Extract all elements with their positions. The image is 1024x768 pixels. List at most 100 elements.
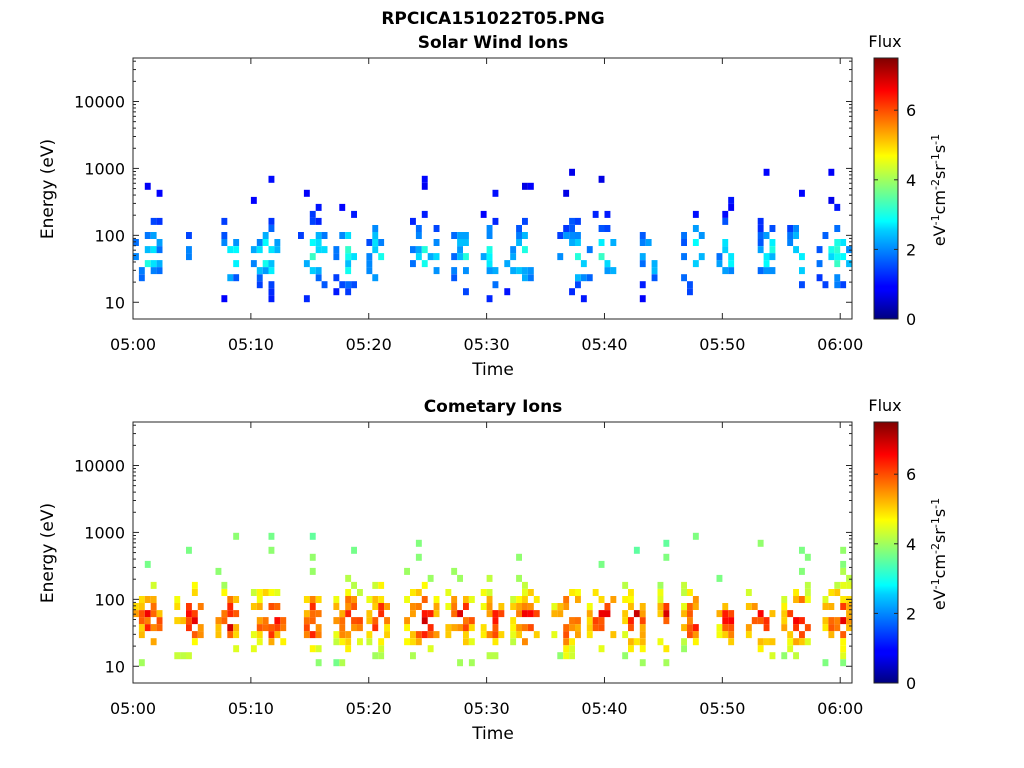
heatmap-cell [840,596,847,603]
heatmap-cell [351,281,357,289]
heatmap-cell [557,652,564,660]
heatmap-cell [598,175,605,183]
heatmap-cell [840,659,847,667]
heatmap-cell [804,589,811,596]
heatmap-cell [186,610,192,618]
y-axis: 10 100 1000 10000 [74,60,852,312]
heatmap-cell [427,574,434,582]
heatmap-cell [781,596,788,603]
heatmap-cell [227,631,234,639]
heatmap-cell [681,239,687,246]
heatmap-cell [221,295,228,303]
heatmap-cell [427,624,434,632]
heatmap-cell [421,631,428,639]
heatmap-cell [598,253,605,261]
heatmap-cell [339,281,346,289]
heatmap-cell [840,581,847,589]
heatmap-cell [757,246,764,254]
heatmap-cell [303,617,310,625]
heatmap-cell [339,610,346,618]
heatmap-cell [274,631,281,639]
heatmap-cell [415,553,422,561]
heatmap-cell [410,246,416,254]
heatmap-cell [309,631,316,639]
heatmap-cell [280,617,287,625]
heatmap-cell [468,596,475,603]
heatmap-cell [745,603,752,610]
heatmap-cell [415,232,422,239]
heatmap-cell [333,659,340,667]
heatmap-cell [250,246,257,254]
x-axis: 05:00 05:10 05:20 05:30 05:40 05:50 06:00 [110,422,863,718]
heatmap-cell [410,589,416,596]
heatmap-cell [451,596,458,603]
x-tick-label: 05:10 [228,335,274,354]
heatmap-cell [533,596,540,603]
heatmap-cell [834,281,841,289]
heatmap-cell [315,203,322,211]
heatmap-cell [834,225,841,232]
heatmap-cell [333,596,340,603]
heatmap-cell [221,617,228,625]
heatmap-cell [233,624,240,632]
heatmap-cell [457,246,463,254]
heatmap-cell [728,638,735,646]
heatmap-cell [445,603,452,610]
heatmap-cell [563,225,570,232]
heatmap-cell [256,246,263,254]
heatmap-cell [378,253,385,261]
heatmap-cell [186,624,192,632]
heatmap-cell [433,603,440,610]
heatmap-cell [569,225,575,232]
heatmap-cell [451,624,458,632]
heatmap-cell [378,638,385,646]
heatmap-cell [315,246,322,254]
heatmap-cell [463,232,469,239]
heatmap-cell [433,596,440,603]
heatmap-cell [575,253,581,261]
heatmap-cell [687,281,693,289]
heatmap-cell [692,603,699,610]
heatmap-cell [345,281,352,289]
heatmap-cell [592,617,599,625]
heatmap-cell [498,610,505,618]
heatmap-cell [144,232,151,239]
heatmap-cell [692,210,699,218]
heatmap-cell [622,652,629,660]
heatmap-cell [575,239,581,246]
heatmap-cell [256,274,263,282]
heatmap-cell [421,175,428,183]
heatmap-cell [333,274,340,282]
colorbar-label: Flux [868,32,901,51]
heatmap-cell [628,603,634,610]
heatmap-cell [315,631,322,639]
heatmap-cell [569,168,575,176]
heatmap-cell [351,617,357,625]
heatmap-cell [309,596,316,603]
heatmap-cell [378,610,385,618]
heatmap-cell [421,596,428,603]
x-tick-label: 05:10 [228,699,274,718]
y-axis-label: Energy (eV) [38,139,58,239]
heatmap-cell [799,638,805,646]
heatmap-cell [769,610,776,618]
heatmap-cell [191,631,198,639]
heatmap-cell [522,274,528,282]
colorbar-tick-label: 0 [906,310,916,329]
heatmap-cell [463,617,469,625]
heatmap-cell [575,232,581,239]
heatmap-cell [522,624,528,632]
heatmap-cell [421,210,428,218]
heatmap-cell [804,553,811,561]
heatmap-cell [404,617,410,625]
heatmap-cell [681,610,687,618]
heatmap-cell [150,267,157,275]
heatmap-cell [315,217,322,225]
heatmap-cell [516,624,522,632]
heatmap-cell [221,232,228,239]
heatmap-cell [186,603,192,610]
heatmap-cell [451,253,458,261]
heatmap-cell [268,217,275,225]
heatmap-cell [728,617,735,625]
